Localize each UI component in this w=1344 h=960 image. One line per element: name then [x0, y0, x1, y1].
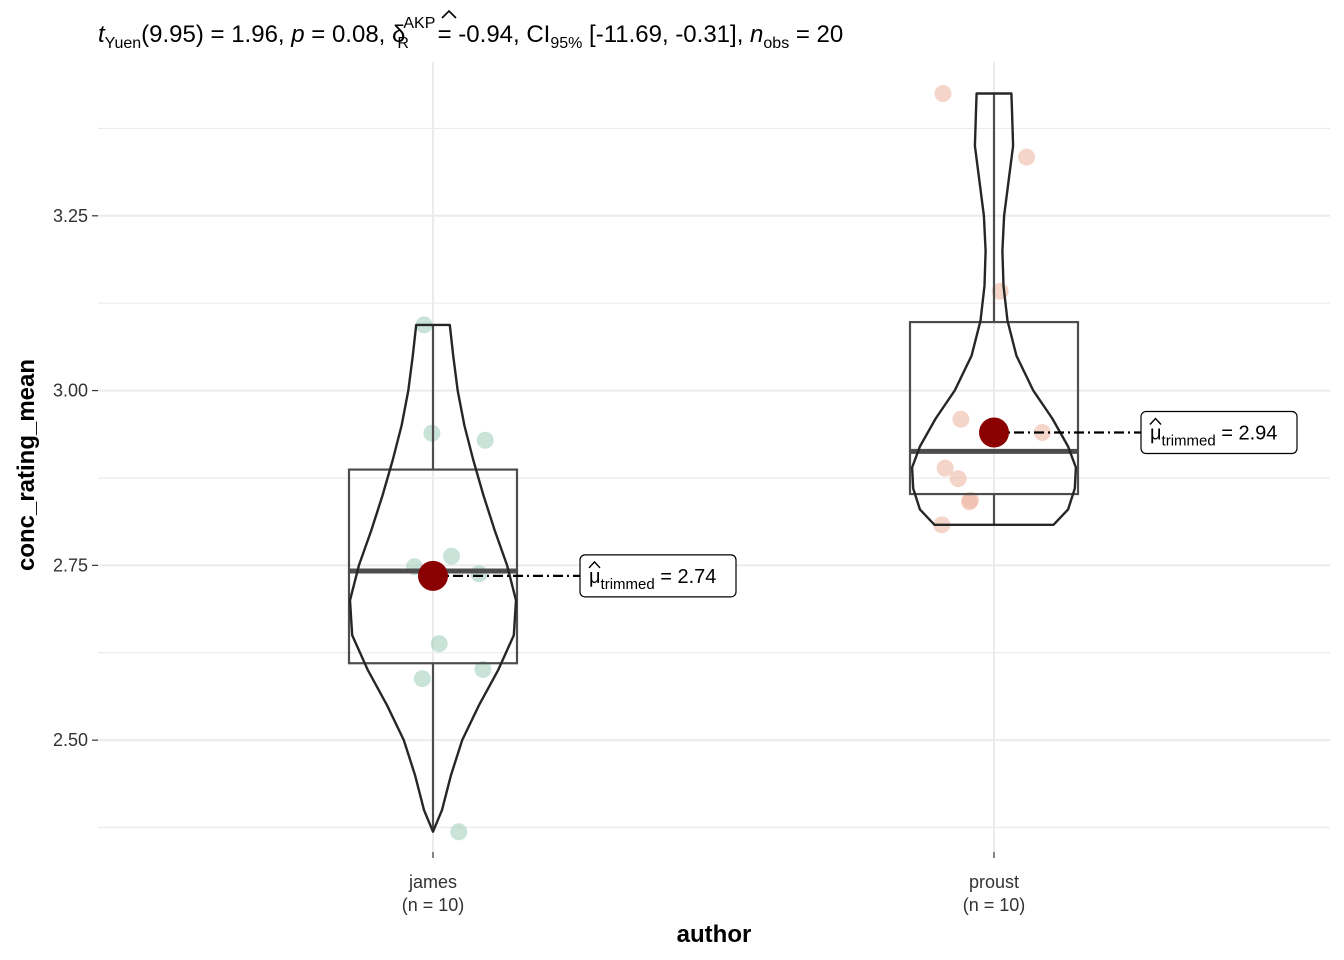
grid: [98, 62, 1330, 852]
p-symbol: p: [290, 21, 304, 48]
p-part: = 0.08,: [305, 21, 392, 48]
delta-subscript: R: [397, 35, 409, 52]
violin-outline: [348, 323, 518, 833]
mean-symbol: μ: [589, 566, 601, 588]
data-point: [960, 493, 978, 511]
mean-label-proust: μtrimmed = 2.94: [1140, 410, 1298, 455]
data-point: [936, 459, 954, 477]
x-axis-title: author: [677, 921, 752, 948]
y-axis-title: conc_rating_mean: [13, 359, 40, 571]
violin-outline: [910, 92, 1078, 526]
trimmed-mean-point: [418, 560, 448, 591]
t-subscript: Yuen: [105, 35, 141, 52]
y-tick-label: 3.25: [53, 206, 88, 226]
mean-symbol: μ: [1150, 423, 1162, 445]
data-point: [423, 424, 441, 442]
data-point: [949, 470, 967, 488]
mean-label-text: μtrimmed = 2.74: [589, 566, 716, 593]
x-tick-n-label-james: (n = 10): [402, 895, 465, 915]
n-symbol: n: [750, 21, 763, 48]
mean-label-james: μtrimmed = 2.74: [579, 554, 737, 598]
y-tick-label: 2.75: [53, 555, 88, 575]
data-point: [450, 823, 468, 841]
data-point: [443, 547, 461, 565]
x-tick-label-proust: proust: [969, 872, 1019, 892]
box: [347, 468, 519, 665]
stat-subtitle: tYuen(9.95) = 1.96, p = 0.08, δAKP R = -0…: [98, 15, 843, 52]
mean-label-box: [1140, 410, 1298, 455]
data-point: [476, 431, 494, 449]
ci-subscript: 95%: [550, 35, 582, 52]
box: [908, 320, 1080, 496]
n-subscript: obs: [763, 35, 789, 52]
df-part: (9.95) = 1.96,: [141, 21, 291, 48]
data-point: [430, 635, 448, 653]
data-point: [934, 84, 952, 102]
mean-label-box: [579, 554, 737, 598]
mean-hat: [1149, 417, 1162, 426]
data-point: [1018, 148, 1036, 166]
delta-hat: [441, 9, 457, 19]
data-point: [952, 410, 970, 428]
delta-superscript: AKP: [403, 15, 435, 32]
ci-part: [-11.69, -0.31],: [582, 21, 750, 48]
delta-part: = -0.94, CI: [431, 21, 550, 48]
data-point: [470, 565, 488, 583]
mean-value: = 2.74: [655, 566, 717, 588]
data-point: [474, 661, 492, 679]
x-tick-n-label-proust: (n = 10): [963, 895, 1026, 915]
delta-symbol: δ: [392, 21, 405, 48]
x-tick-label-james: james: [408, 872, 457, 892]
t-symbol: t: [98, 21, 106, 48]
mean-hat: [588, 560, 601, 569]
y-tick-label: 2.50: [53, 730, 88, 750]
n-part: = 20: [789, 21, 843, 48]
trimmed-mean-point: [979, 417, 1009, 448]
data-point: [413, 670, 431, 688]
mean-value: = 2.94: [1216, 423, 1278, 445]
axes: 2.50 2.75 3.00 3.25 james (n = 10) proust (n = …: [53, 206, 1025, 915]
mean-subscript: trimmed: [601, 576, 655, 593]
mean-label-text: μtrimmed = 2.94: [1150, 423, 1277, 450]
y-tick-label: 3.00: [53, 381, 88, 401]
mean-subscript: trimmed: [1162, 433, 1216, 450]
